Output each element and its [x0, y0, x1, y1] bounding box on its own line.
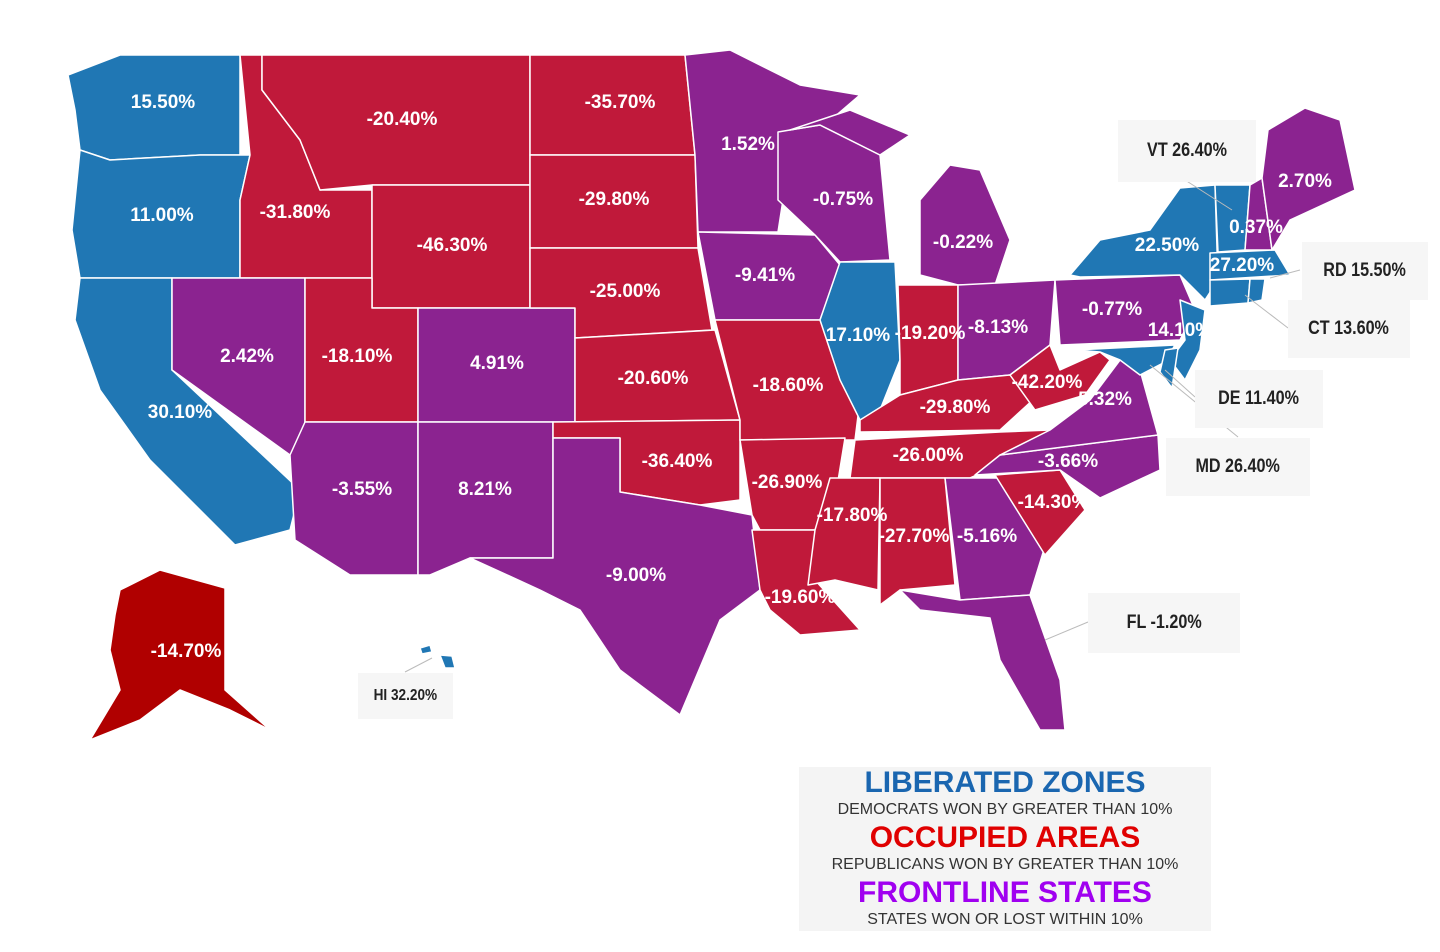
state-mi[interactable]: [789, 109, 911, 156]
legend-occupied-desc: REPUBLICANS WON BY GREATER THAN 10%: [831, 856, 1179, 873]
callout-md-text: MD 26.40%: [1195, 456, 1281, 477]
callout-fl: FL -1.20%: [1088, 593, 1240, 653]
state-label-va: 5.32%: [1078, 389, 1132, 410]
vt-leader-line: [1184, 179, 1233, 211]
state-label-ky: -29.80%: [920, 397, 991, 418]
callout-de-text: DE 11.40%: [1218, 388, 1300, 409]
state-nj[interactable]: [1169, 299, 1206, 381]
state-label-ne: -25.00%: [590, 281, 661, 302]
state-label-wy: -46.30%: [417, 235, 488, 256]
state-label-nj: 14.10%: [1148, 320, 1213, 341]
state-hi[interactable]: [439, 654, 456, 669]
state-label-nd: -35.70%: [585, 92, 656, 113]
callout-hi-text: HI 32.20%: [373, 687, 438, 704]
legend-liberated-title: LIBERATED ZONES: [864, 766, 1146, 799]
state-label-ok: -36.40%: [642, 451, 713, 472]
state-label-ma: 27.20%: [1210, 255, 1275, 276]
ct-leader-line: [1244, 294, 1289, 329]
state-label-or: 11.00%: [130, 205, 193, 226]
callout-md: MD 26.40%: [1166, 438, 1310, 496]
state-label-tx: -9.00%: [606, 565, 666, 586]
state-fl[interactable]: [899, 589, 1066, 731]
state-label-ny: 22.50%: [1135, 235, 1200, 256]
state-label-az: -3.55%: [332, 479, 392, 500]
rd-leader-line: [1269, 269, 1301, 279]
legend: LIBERATED ZONES DEMOCRATS WON BY GREATER…: [799, 767, 1211, 931]
state-label-oh: -8.13%: [968, 317, 1028, 338]
hi-leader-line: [404, 657, 433, 673]
callout-vt-text: VT 26.40%: [1147, 140, 1227, 161]
state-ak[interactable]: [89, 569, 271, 741]
state-ri[interactable]: [1247, 278, 1266, 304]
state-label-mn: 1.52%: [721, 134, 775, 155]
state-label-il: 17.10%: [826, 325, 891, 346]
state-label-mi: -0.22%: [933, 232, 993, 253]
state-label-me: 2.70%: [1278, 171, 1332, 192]
state-mi[interactable]: [919, 164, 1011, 286]
state-label-nv: 2.42%: [220, 346, 274, 367]
state-label-la: -19.60%: [765, 587, 836, 608]
state-label-ak: -14.70%: [151, 641, 222, 662]
state-label-mo: -18.60%: [753, 375, 824, 396]
callout-hi: HI 32.20%: [358, 673, 453, 719]
de-leader-line: [1164, 369, 1196, 398]
state-label-ia: -9.41%: [735, 265, 795, 286]
callout-de: DE 11.40%: [1195, 370, 1323, 428]
state-label-ut: -18.10%: [322, 346, 393, 367]
state-label-tn: -26.00%: [893, 445, 964, 466]
state-hi[interactable]: [419, 644, 433, 655]
state-label-nh: 0.37%: [1229, 217, 1283, 238]
callout-ct: CT 13.60%: [1288, 300, 1410, 358]
state-label-ms: -17.80%: [817, 505, 888, 526]
state-label-mt: -20.40%: [367, 109, 438, 130]
state-label-id: -31.80%: [260, 202, 331, 223]
callout-rd-text: RD 15.50%: [1323, 260, 1407, 281]
legend-frontline-title: FRONTLINE STATES: [858, 876, 1152, 909]
callout-rd: RD 15.50%: [1302, 242, 1428, 300]
states-layer: [67, 49, 1356, 741]
state-label-ks: -20.60%: [618, 368, 689, 389]
state-label-ca: 30.10%: [148, 402, 213, 423]
state-md[interactable]: [1074, 344, 1176, 376]
state-label-wv: -42.20%: [1012, 372, 1083, 393]
state-label-ga: -5.16%: [957, 526, 1017, 547]
state-labels: 15.50% 11.00% 30.10% -31.80% -20.40% -46.30% 2…: [130, 92, 1332, 662]
fl-leader-line: [1044, 621, 1089, 641]
state-ma[interactable]: [1209, 249, 1291, 281]
state-label-sc: -14.30%: [1018, 492, 1089, 513]
state-label-ar: -26.90%: [752, 472, 823, 493]
state-me[interactable]: [1261, 107, 1356, 251]
legend-occupied-title: OCCUPIED AREAS: [869, 821, 1141, 854]
state-label-in: -19.20%: [895, 323, 966, 344]
state-label-al: -27.70%: [879, 526, 950, 547]
state-label-pa: -0.77%: [1082, 299, 1142, 320]
state-label-sd: -29.80%: [579, 189, 650, 210]
callout-ct-text: CT 13.60%: [1308, 318, 1390, 339]
state-wv[interactable]: [1009, 344, 1111, 411]
state-al[interactable]: [879, 477, 956, 606]
state-label-nc: -3.66%: [1038, 451, 1098, 472]
state-tx[interactable]: [469, 437, 761, 716]
callout-fl-text: FL -1.20%: [1126, 612, 1202, 633]
callout-vt: VT 26.40%: [1118, 120, 1256, 182]
legend-liberated-desc: DEMOCRATS WON BY GREATER THAN 10%: [837, 801, 1173, 818]
state-label-wa: 15.50%: [131, 92, 196, 113]
state-label-nm: 8.21%: [458, 479, 512, 500]
state-label-wi: -0.75%: [813, 189, 873, 210]
state-label-co: 4.91%: [470, 353, 524, 374]
legend-frontline-desc: STATES WON OR LOST WITHIN 10%: [867, 911, 1143, 928]
state-ct[interactable]: [1209, 278, 1251, 307]
